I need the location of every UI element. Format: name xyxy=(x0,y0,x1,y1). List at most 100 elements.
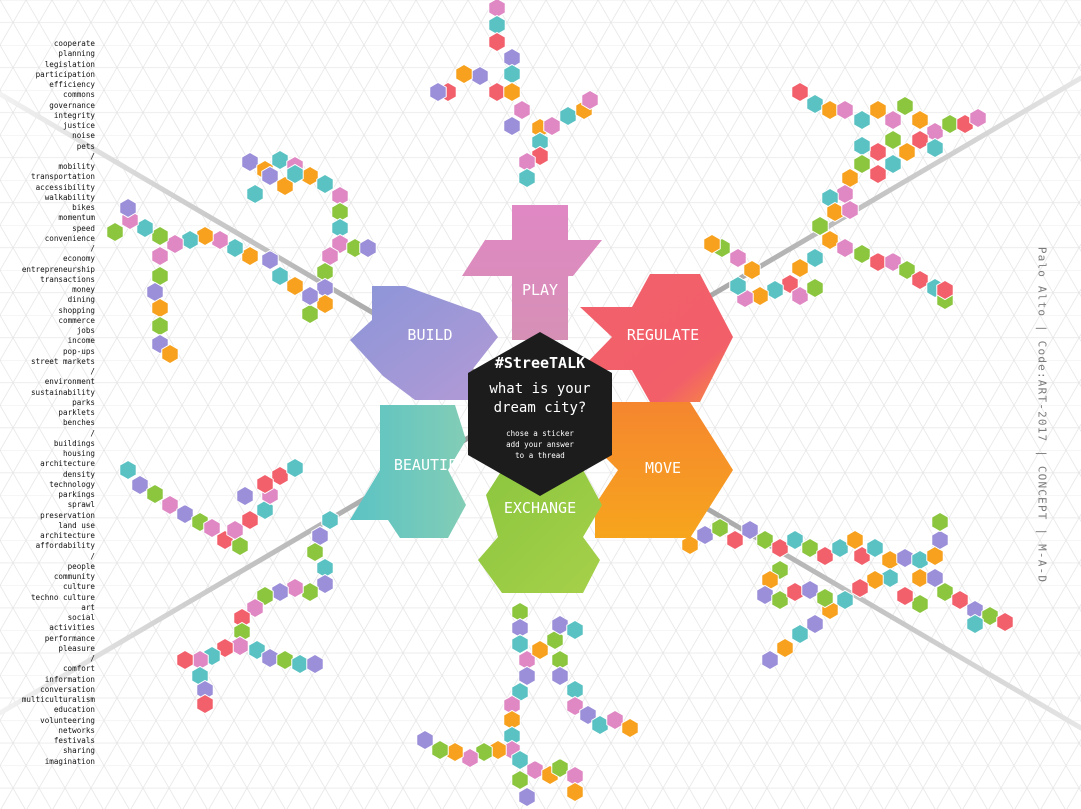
keyword-item: / xyxy=(90,244,95,253)
keyword-item: governance xyxy=(49,100,95,110)
sticker-hexagon xyxy=(884,129,902,151)
sticker-hexagon xyxy=(106,221,124,243)
sticker-hexagon xyxy=(566,695,584,717)
sticker-hexagon xyxy=(246,597,264,619)
keyword-item: street markets xyxy=(30,356,95,366)
keyword-item: sharing xyxy=(62,746,95,756)
sticker-hexagon xyxy=(621,717,639,739)
center-hexagon-shape xyxy=(468,332,612,496)
sticker-hexagon xyxy=(743,259,761,281)
keyword-item: transportation xyxy=(30,172,95,182)
sticker-hexagon xyxy=(791,285,809,307)
sidebar-label-text: Palo Alto | Code:ART-2017 | CONCEPT | M-… xyxy=(1035,246,1049,584)
sticker-hexagon xyxy=(231,635,249,657)
sticker-hexagon xyxy=(543,115,561,137)
sticker-hexagon xyxy=(884,109,902,131)
sticker-hexagon xyxy=(881,567,899,589)
keyword-item: pets xyxy=(76,141,95,151)
sticker-hexagon xyxy=(526,759,544,781)
sticker-hexagon xyxy=(286,275,304,297)
sticker-hexagon xyxy=(511,633,529,655)
hexagon-threads xyxy=(106,0,1014,808)
sticker-hexagon xyxy=(306,653,324,675)
sticker-hexagon xyxy=(181,229,199,251)
sticker-hexagon xyxy=(166,233,184,255)
sticker-hexagon xyxy=(176,503,194,525)
sticker-hexagon xyxy=(931,511,949,533)
sticker-hexagon xyxy=(836,589,854,611)
sticker-hexagon xyxy=(711,517,729,539)
sticker-hexagon xyxy=(896,547,914,569)
sticker-hexagon xyxy=(518,665,536,687)
sticker-hexagon xyxy=(896,585,914,607)
sticker-hexagon xyxy=(853,109,871,131)
sticker-hexagon xyxy=(911,549,929,571)
sticker-hexagon xyxy=(811,215,829,237)
sticker-hexagon xyxy=(926,567,944,589)
sticker-hexagon xyxy=(236,485,254,507)
keyword-item: parkings xyxy=(58,490,95,499)
keyword-item: participation xyxy=(35,69,95,79)
category-arrow-move xyxy=(595,402,733,538)
sticker-hexagon xyxy=(936,279,954,301)
sticker-hexagon xyxy=(431,739,449,761)
sticker-hexagon xyxy=(869,163,887,185)
sticker-hexagon xyxy=(559,105,577,127)
category-regulate: REGULATE xyxy=(580,274,733,402)
sticker-hexagon xyxy=(729,275,747,297)
sticker-hexagon xyxy=(826,201,844,223)
sticker-hexagon xyxy=(866,569,884,591)
category-beautify: BEAUTIFY xyxy=(350,405,466,538)
sticker-hexagon xyxy=(996,611,1014,633)
keyword-item: pleasure xyxy=(58,643,95,653)
sticker-hexagon xyxy=(806,93,824,115)
sticker-hexagon xyxy=(853,135,871,157)
sticker-hexagon xyxy=(161,494,179,516)
sticker-hexagon xyxy=(146,483,164,505)
sticker-hexagon xyxy=(321,509,339,531)
sticker-hexagon xyxy=(211,229,229,251)
sticker-hexagon xyxy=(306,541,324,563)
category-move: MOVE xyxy=(595,402,733,538)
sticker-hexagon xyxy=(489,739,507,761)
sticker-hexagon xyxy=(246,183,264,205)
sticker-hexagon xyxy=(911,109,929,131)
keyword-item: noise xyxy=(72,131,95,141)
sticker-hexagon xyxy=(791,623,809,645)
sticker-hexagon xyxy=(741,519,759,541)
sticker-hexagon xyxy=(969,107,987,129)
sticker-hexagon xyxy=(606,709,624,731)
sticker-hexagon xyxy=(261,647,279,669)
keyword-item: commons xyxy=(62,90,95,100)
keyword-item: information xyxy=(44,674,95,684)
keyword-item: accessibility xyxy=(35,182,95,192)
sticker-hexagon xyxy=(771,537,789,559)
keyword-item: justice xyxy=(62,121,95,130)
sticker-hexagon xyxy=(766,279,784,301)
keyword-item: land use xyxy=(58,520,95,530)
category-label-exchange: EXCHANGE xyxy=(504,499,576,517)
keyword-item: preservation xyxy=(40,510,95,520)
sticker-hexagon xyxy=(581,89,599,111)
sticker-hexagon xyxy=(566,619,584,641)
keyword-item: convenience xyxy=(44,233,95,243)
sidebar-label: Palo Alto | Code:ART-2017 | CONCEPT | M-… xyxy=(1032,247,1052,583)
sticker-hexagon xyxy=(841,199,859,221)
sticker-hexagon xyxy=(261,165,279,187)
sticker-hexagon xyxy=(786,529,804,551)
keyword-item: affordability xyxy=(35,541,95,551)
sticker-hexagon xyxy=(301,581,319,603)
sticker-hexagon xyxy=(488,31,506,53)
keyword-item: planning xyxy=(58,49,95,59)
sticker-hexagon xyxy=(911,269,929,291)
sticker-hexagon xyxy=(821,229,839,251)
keyword-item: volunteering xyxy=(40,715,95,725)
sticker-hexagon xyxy=(816,545,834,567)
sticker-hexagon xyxy=(119,197,137,219)
sticker-hexagon xyxy=(936,581,954,603)
sticker-hexagon xyxy=(941,113,959,135)
sticker-hexagon xyxy=(531,639,549,661)
sticker-hexagon xyxy=(821,99,839,121)
